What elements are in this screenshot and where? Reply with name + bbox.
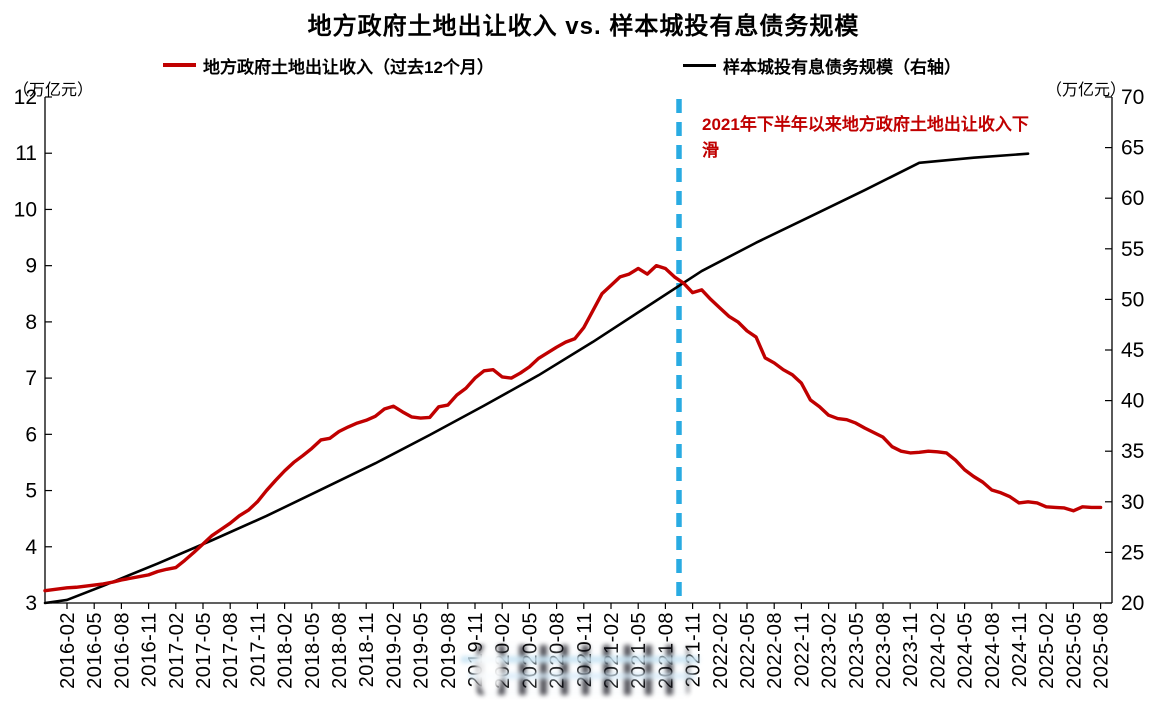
x-axis-tick-label: 2020-08 [547,612,569,689]
x-axis-tick-label: 2020-05 [519,612,541,689]
x-axis-tick-label: 2018-02 [275,612,297,689]
x-axis-tick-label: 2020-11 [574,612,596,687]
left-axis-tick-label: 7 [25,367,37,390]
x-axis-tick-label: 2025-08 [1091,612,1113,689]
x-axis-tick-label: 2017-08 [220,612,242,689]
x-axis-tick-label: 2018-11 [356,612,378,687]
left-axis-tick-label: 9 [25,255,37,278]
right-axis-tick-label: 70 [1121,86,1144,109]
x-axis-tick-label: 2019-05 [411,612,433,689]
x-axis-tick-label: 2020-02 [492,612,514,689]
legend-swatch-black-line [683,63,716,67]
right-axis-unit-label: （万亿元） [1046,82,1127,99]
right-axis-tick-label: 50 [1121,288,1144,311]
left-axis-tick-label: 6 [25,423,37,446]
event-annotation-text: 2021年下半年以来地方政府土地出让收入下滑 [702,115,1029,161]
right-axis-tick-label: 55 [1121,238,1144,261]
x-axis-tick-label: 2021-08 [655,612,677,689]
left-axis-tick-label: 8 [25,311,37,334]
x-axis-tick-label: 2022-05 [737,612,759,689]
x-axis-tick-label: 2019-02 [383,612,405,689]
x-axis-tick-label: 2023-05 [846,612,868,689]
x-axis-tick-label: 2022-02 [710,612,732,689]
revenue-line-series [43,263,1103,593]
x-axis-tick-label: 2022-11 [791,612,813,687]
right-axis-tick-label: 45 [1121,339,1144,362]
left-axis-tick-label: 4 [25,536,37,559]
left-axis-unit-label: （万亿元） [13,82,94,99]
x-axis-tick-label: 2023-08 [873,612,895,689]
x-axis-tick-label: 2019-08 [438,612,460,689]
x-axis-tick-label: 2021-11 [683,612,705,687]
x-axis-tick-label: 2023-11 [900,612,922,687]
x-axis-tick-label: 2024-11 [1009,612,1031,687]
right-axis-tick-label: 65 [1121,137,1144,160]
left-axis-tick-label: 10 [14,198,37,221]
x-axis-tick-label: 2024-05 [955,612,977,689]
legend-item-debt: 样本城投有息债务规模（右轴） [683,54,961,77]
x-axis-tick-label: 2021-02 [601,612,623,689]
left-axis-tick-label: 11 [15,142,37,165]
right-axis-tick-label: 30 [1121,491,1144,514]
x-axis-tick-label: 2018-05 [302,612,324,689]
debt-line-series [43,152,1030,605]
x-axis-tick-label: 2022-08 [764,612,786,689]
chart-title: 地方政府土地出让收入 vs. 样本城投有息债务规模 [307,13,860,40]
left-axis-tick-label: 5 [25,480,37,503]
x-axis-tick-label: 2016-11 [139,612,161,687]
x-axis-tick-label: 2021-05 [628,612,650,689]
legend-item-land-revenue: 地方政府土地出让收入（过去12个月） [163,54,494,77]
x-axis-tick-label: 2024-02 [927,612,949,689]
left-axis-tick-label: 12 [14,86,37,109]
left-axis-tick-label: 3 [25,592,37,615]
x-axis-tick-label: 2016-02 [57,612,79,689]
right-axis-tick-label: 35 [1121,440,1144,463]
x-axis-tick-label: 2017-05 [193,612,215,689]
legend-label-debt: 样本城投有息债务规模（右轴） [723,57,961,77]
x-axis-tick-label: 2025-05 [1063,612,1085,689]
x-axis-tick-label: 2025-02 [1036,612,1058,689]
legend-swatch-red-line [163,63,196,67]
x-axis-tick-label: 2019-11 [465,612,487,687]
right-axis-tick-label: 60 [1121,187,1144,210]
x-axis-tick-label: 2023-02 [819,612,841,689]
x-axis-tick-label: 2017-11 [247,612,269,687]
x-axis-tick-label: 2018-08 [329,612,351,689]
x-axis-tick-label: 2024-08 [982,612,1004,689]
right-axis-tick-label: 25 [1121,541,1144,564]
legend-label-land-revenue: 地方政府土地出让收入（过去12个月） [203,57,494,77]
right-axis-tick-label: 20 [1121,592,1144,615]
x-axis-tick-label: 2017-02 [166,612,188,689]
x-axis-tick-label: 2016-08 [111,612,133,689]
right-axis-tick-label: 40 [1121,390,1144,413]
x-axis-tick-label: 2016-05 [84,612,106,689]
